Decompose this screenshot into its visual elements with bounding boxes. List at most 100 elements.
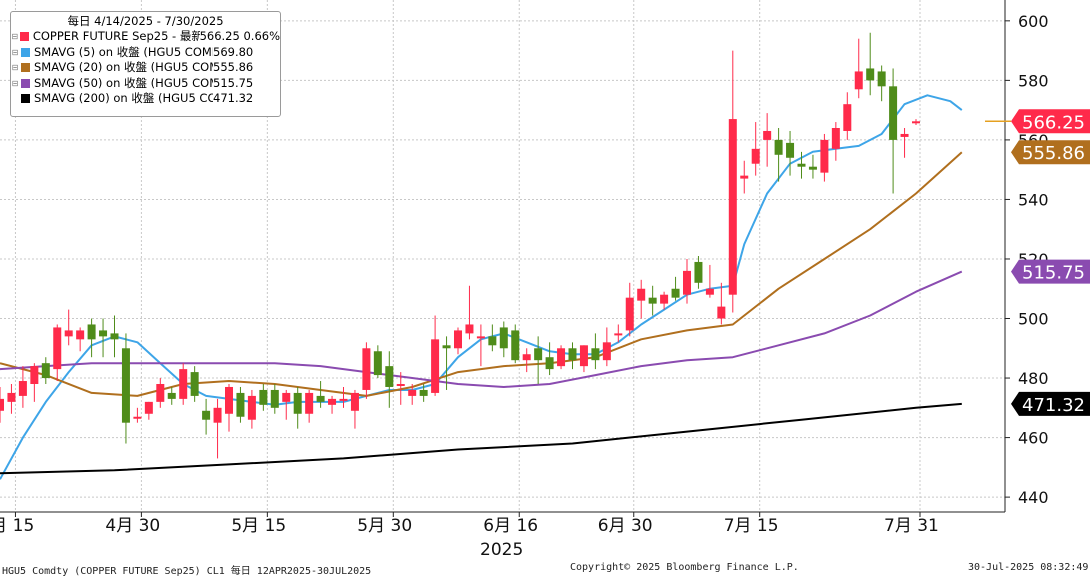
candle-body — [293, 392, 302, 414]
candle-body — [511, 330, 520, 361]
candle-body — [797, 163, 806, 167]
candle-body — [557, 348, 566, 367]
candle-body — [476, 336, 485, 339]
candle-body — [889, 86, 898, 140]
candle-body — [442, 345, 451, 349]
candle-body — [465, 324, 474, 334]
legend-item-sma20: ⊟ SMAVG (20) on 收盤 (HGU5 COMB) 555.86 — [11, 60, 280, 76]
legend-item-value: 515.75 — [213, 75, 254, 90]
candle-body — [854, 71, 863, 90]
sma-line — [0, 402, 962, 475]
candle-body — [877, 71, 886, 87]
candle-body — [213, 407, 222, 423]
candle-body — [866, 68, 875, 81]
price-badges: 566.25 555.86 515.75 471.32 — [985, 109, 1090, 416]
y-tick-label: 440 — [1018, 488, 1049, 507]
x-tick-label: 7月 15 — [724, 516, 779, 536]
candle-body — [522, 354, 531, 361]
legend-item-label: SMAVG (5) on 收盤 (HGU5 COMB) — [34, 44, 213, 59]
candle-body — [0, 398, 4, 411]
candle-body — [579, 345, 588, 367]
legend-item-value: 569.80 — [213, 44, 254, 59]
candle-body — [99, 330, 108, 337]
collapse-icon[interactable]: ⊟ — [11, 47, 19, 57]
price-badge-bg — [1011, 259, 1090, 284]
footer-timestamp: 30-Jul-2025 08:32:49 — [968, 562, 1089, 573]
candle-body — [362, 348, 371, 390]
candle-body — [763, 130, 772, 140]
candle-body — [568, 348, 577, 361]
candle-body — [385, 366, 394, 387]
candle-body — [87, 324, 96, 340]
price-badge-bg — [1011, 391, 1090, 416]
candlesticks — [0, 32, 920, 459]
candle-body — [728, 119, 737, 295]
legend-item-label: SMAVG (200) on 收盤 (HGU5 COMB) — [34, 91, 213, 105]
price-badge-label: 471.32 — [1022, 395, 1085, 416]
y-tick-label: 580 — [1018, 71, 1049, 90]
candle-body — [408, 389, 417, 396]
price-badge-bg — [1011, 140, 1090, 165]
candle-body — [259, 389, 268, 405]
legend-item-label: SMAVG (50) on 收盤 (HGU5 COMB) — [34, 75, 213, 90]
price-badge-bg — [1011, 109, 1090, 134]
footer-ticker: HGU5 Comdty (COPPER FUTURE Sep25) CL1 每日… — [2, 566, 372, 577]
y-tick-label: 500 — [1018, 310, 1049, 329]
candle-body — [7, 392, 16, 402]
candle-body — [831, 128, 840, 149]
collapse-icon[interactable]: ⊟ — [11, 32, 19, 41]
candle-body — [121, 348, 130, 423]
candle-body — [717, 306, 726, 319]
price-badge-label: 515.75 — [1022, 263, 1085, 284]
candle-body — [282, 392, 291, 402]
candle-body — [454, 330, 462, 349]
legend-item-label: SMAVG (20) on 收盤 (HGU5 COMB) — [34, 60, 213, 74]
x-tick-label: 6月 16 — [483, 516, 538, 536]
candle-body — [820, 139, 829, 173]
candle-body — [900, 133, 909, 137]
candle-body — [225, 386, 233, 414]
candle-body — [625, 297, 634, 331]
x-tick-label: 4月 15 — [0, 516, 34, 536]
candle-body — [190, 372, 199, 396]
chart-legend: 每日 4/14/2025 - 7/30/2025 ⊟ COPPER FUTURE… — [10, 11, 281, 117]
legend-item-value: 471.32 — [213, 91, 254, 105]
candle-body — [247, 395, 256, 420]
legend-item-label: COPPER FUTURE Sep25 - 最新價 — [32, 29, 200, 43]
candle-body — [156, 384, 165, 402]
footer-copyright: Copyright© 2025 Bloomberg Finance L.P. — [570, 562, 799, 573]
candle-body — [843, 104, 852, 131]
x-tick-label: 5月 30 — [357, 516, 412, 536]
candle-body — [110, 333, 119, 340]
candle-body — [431, 339, 440, 393]
legend-swatch — [20, 32, 29, 42]
candle-body — [751, 148, 760, 164]
candle-body — [30, 366, 39, 384]
candle-body — [316, 395, 325, 402]
candle-body — [133, 416, 142, 419]
candle-body — [18, 381, 27, 396]
legend-swatch — [21, 94, 30, 104]
collapse-icon[interactable]: ⊟ — [11, 78, 19, 88]
candle-body — [534, 348, 543, 361]
candle-body — [808, 166, 817, 170]
candle-body — [660, 294, 669, 304]
candle-body — [614, 333, 623, 336]
x-axis: 4月 15 4月 30 5月 15 5月 30 6月 16 6月 30 7月 15 7月 31… — [0, 512, 939, 560]
candle-body — [786, 142, 795, 158]
candle-body — [373, 351, 382, 376]
price-badge-label: 566.25 — [1022, 112, 1085, 133]
candle-body — [774, 139, 783, 155]
x-tick-label: 4月 30 — [105, 516, 160, 536]
candle-body — [671, 288, 680, 298]
x-tick-label: 5月 15 — [231, 516, 286, 536]
x-year-label: 2025 — [480, 540, 523, 560]
y-tick-label: 460 — [1018, 429, 1049, 448]
candle-body — [339, 398, 348, 401]
legend-item-sma50: ⊟ SMAVG (50) on 收盤 (HGU5 COMB) 515.75 — [11, 76, 280, 92]
price-badge-label: 555.86 — [1022, 143, 1085, 164]
candle-body — [488, 336, 497, 346]
collapse-icon[interactable]: ⊟ — [11, 63, 19, 72]
candle-body — [202, 410, 211, 420]
candle-body — [179, 369, 188, 399]
